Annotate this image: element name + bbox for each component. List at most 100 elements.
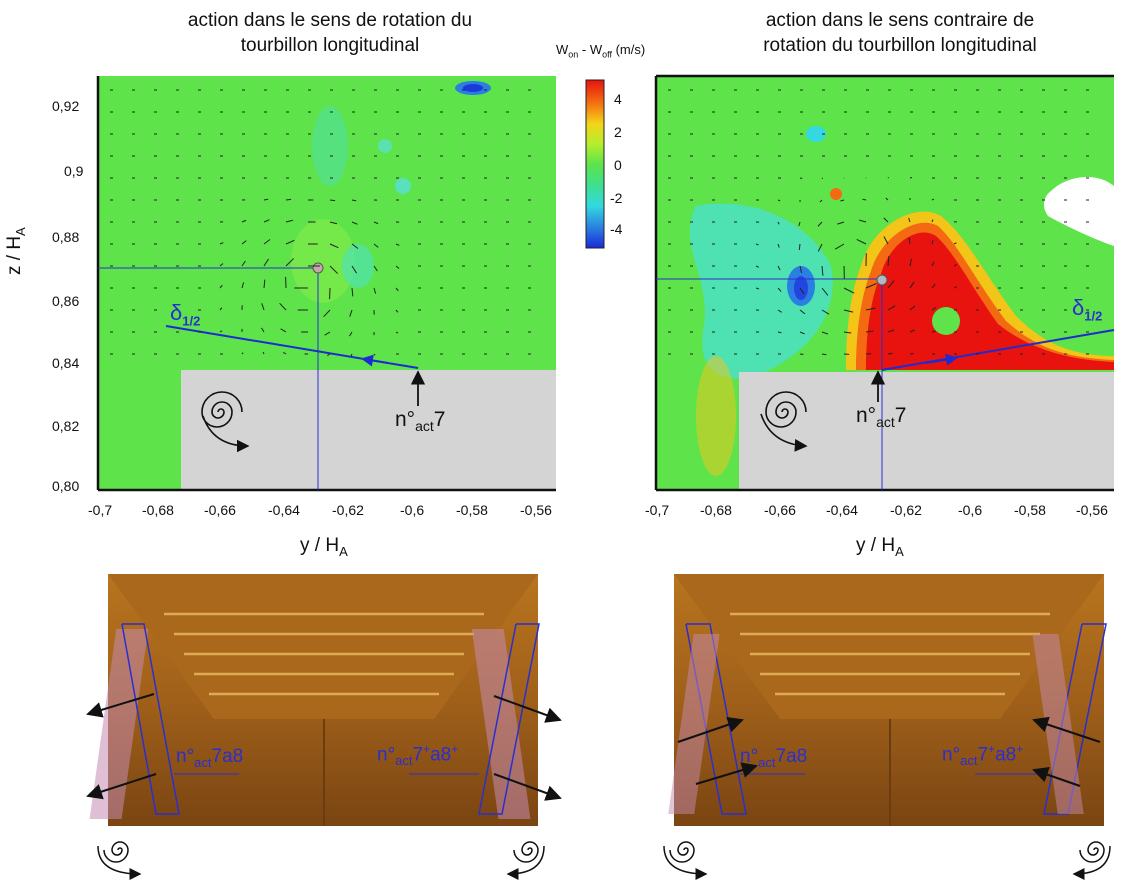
left-delta-label: δ1/2 [170,300,201,329]
vector-mark [395,309,399,313]
right-xtick-070: -0,7 [645,502,670,518]
right-field-red-dot [830,188,842,200]
vector-mark [885,197,889,201]
right-xtick-068: -0,68 [700,502,732,518]
vector-mark [350,353,353,357]
left-delta-arrow [361,354,389,367]
left-ylabel: z / HA [4,227,28,275]
right-photo-spiral-right-icon [1079,841,1105,863]
vector-mark [261,327,265,333]
vector-mark [351,265,357,274]
vector-mark [865,283,877,289]
vector-mark [843,287,855,294]
left-ytick-086: 0,86 [52,293,80,309]
right-xtick-060: -0,6 [958,502,983,518]
vector-mark [821,353,827,356]
vector-mark [395,243,400,246]
vector-mark [817,243,823,252]
vector-mark [931,261,935,267]
vector-mark [909,281,915,289]
vector-mark [283,352,287,355]
left-xtick-068: -0,68 [142,502,174,518]
vector-mark [821,287,829,296]
left-photo-arrow-4 [493,773,562,801]
vector-mark [263,239,271,245]
vector-mark [777,287,782,292]
left-obstacle [181,370,556,490]
vector-mark [349,331,353,337]
colorbar-label-minus-w: - W [578,42,603,57]
vector-mark [840,199,845,202]
vector-mark [329,221,338,225]
colorbar-label-on: on [568,49,579,60]
right-photo-arrow-1 [677,716,744,743]
left-ytick-080: 0,80 [52,478,80,494]
left-title-line2: tourbillon longitudinal [240,35,420,56]
right-vortex-center [876,274,888,286]
vector-mark [953,264,957,267]
vector-mark [241,352,244,355]
right-field-green-hole [932,307,960,335]
right-delta-arrow [925,353,958,366]
vector-mark [263,198,269,201]
vector-mark [280,328,287,333]
vector-mark [777,199,781,202]
vector-mark [798,221,801,227]
vector-mark [909,329,915,333]
vector-mark [285,258,295,267]
right-photo-arrow-2 [695,762,758,785]
vector-mark [817,221,823,227]
right-title-line1: action dans le sens contraire de [765,10,1035,31]
vector-mark [263,279,266,289]
left-photo-electrode-right [471,629,531,819]
right-title-line2: rotation du tourbillon longitudinal [763,35,1037,56]
right-spiral-icon [765,391,807,428]
vector-mark [883,217,889,223]
left-photo-label-b: n°act7+a8+ [377,742,459,769]
vector-mark [241,219,247,223]
left-photo-spiral-right-icon [513,841,539,863]
right-xtick-056: -0,56 [1076,502,1108,518]
vector-mark [351,243,359,249]
vector-mark [777,309,782,313]
vector-mark [931,198,935,201]
left-actuator-photo [86,574,562,880]
vector-mark [908,217,911,223]
vector-mark [953,242,957,245]
vector-mark [862,198,867,201]
left-photo-spiral-right-arrow-icon [506,845,545,880]
vector-mark [777,221,780,225]
vector-mark [373,221,379,225]
vector-mark [351,221,358,225]
vector-mark [395,331,399,334]
vector-mark [324,331,331,336]
vector-mark [843,309,854,313]
vector-mark [241,260,246,267]
vector-mark [908,237,911,245]
right-xlabel: y / HA [856,535,904,559]
vector-mark [349,309,353,317]
left-field-blob-cyan2 [342,244,374,288]
vector-mark [887,176,889,179]
right-photo-spiral-left-arrow-icon [663,845,708,880]
vector-mark [219,242,224,245]
left-field-blob-spot2 [378,139,392,153]
vector-mark [887,280,895,289]
vector-mark [395,287,399,292]
right-field-missing-region [1044,176,1114,246]
left-xtick-056: -0,56 [520,502,552,518]
left-spiral-icon [201,391,243,428]
colorbar-tick-0: 0 [614,157,622,173]
left-xtick-070: -0,7 [88,502,113,518]
colorbar [585,79,605,249]
vector-mark [261,303,265,311]
left-photo-label-a: n°act7a8 [176,746,244,770]
vector-mark [373,243,379,248]
left-xtick-064: -0,64 [268,502,300,518]
vector-mark [931,307,937,311]
vector-mark [953,286,958,289]
right-field-blue-core [794,276,808,300]
vector-mark [373,265,378,272]
vector-mark [279,302,287,311]
vector-mark [263,258,269,267]
